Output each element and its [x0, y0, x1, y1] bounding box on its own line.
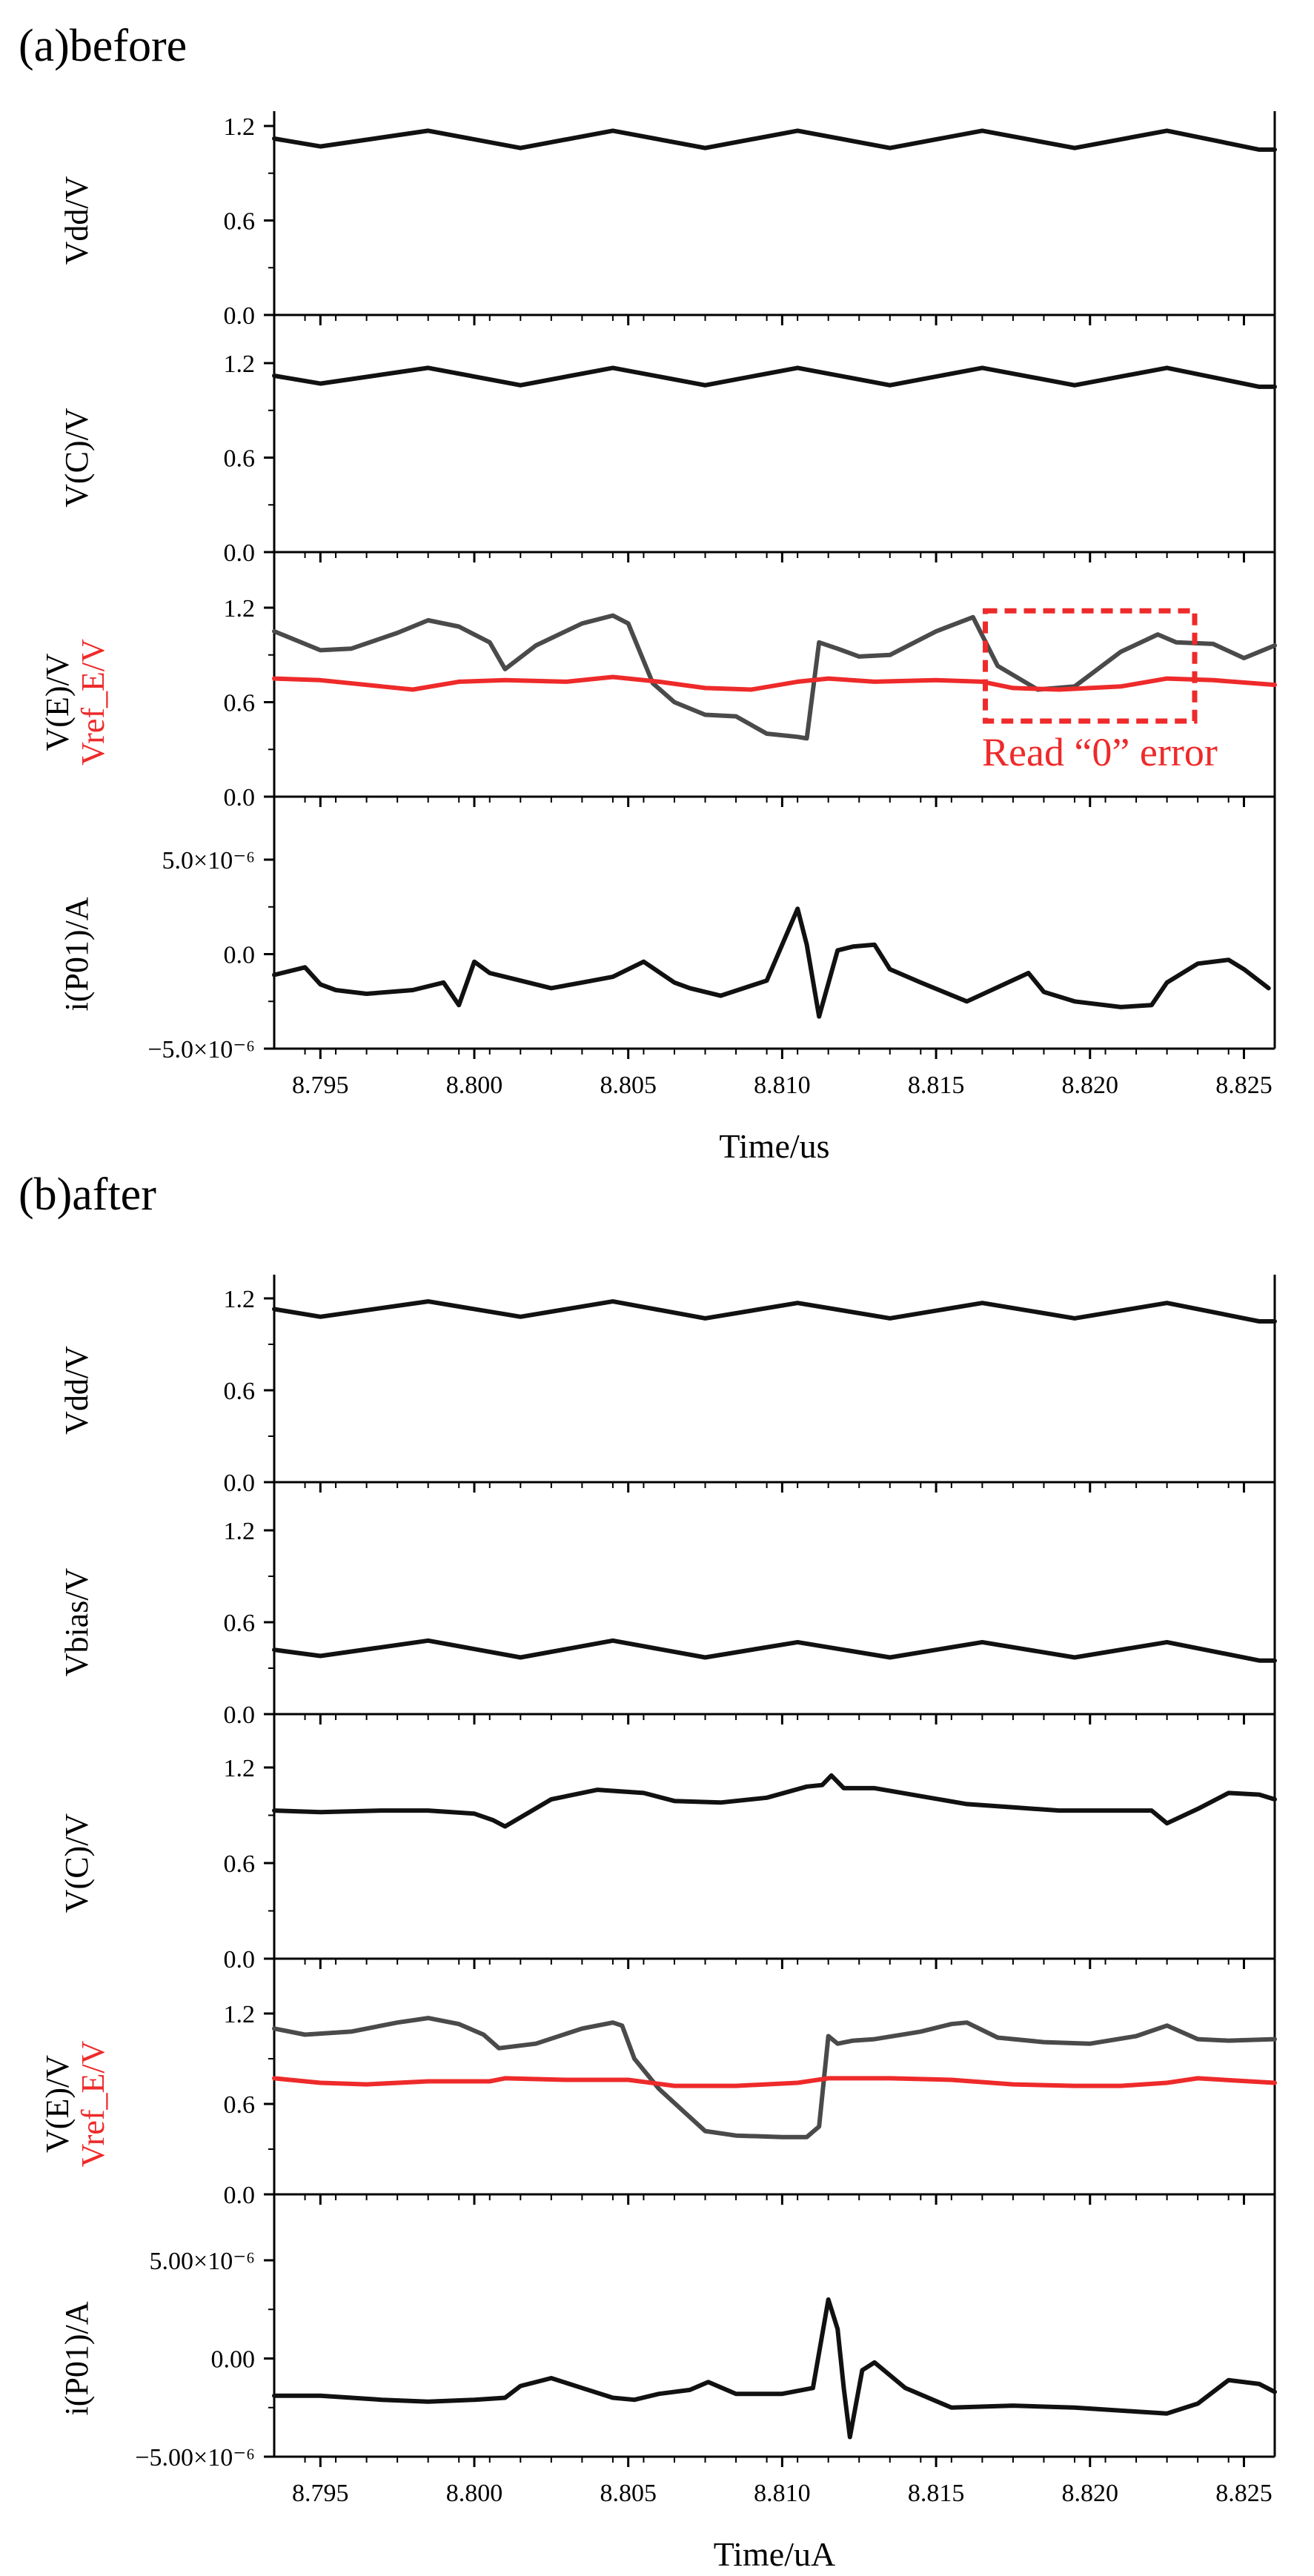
- x-tick-label: 8.805: [600, 1072, 657, 1099]
- y-tick-label: 1.2: [224, 1755, 256, 1782]
- x-tick-label: 8.815: [908, 2480, 965, 2507]
- x-tick-label: 8.820: [1062, 2480, 1119, 2507]
- y-tick-label: 0.0: [224, 1946, 256, 1974]
- series-line-vref-e: [272, 674, 1277, 692]
- subplot-b4: 0.0 0.6 1.2 V(E)/VVref_E/V: [39, 1959, 1277, 2209]
- y-axis-label-line: V(C)/V: [59, 408, 95, 508]
- y-tick-label: 1.2: [224, 595, 256, 623]
- y-axis-label-line: i(P01)/A: [59, 2301, 95, 2415]
- x-tick-label: 8.815: [908, 1072, 965, 1099]
- x-axis-label-b: Time/uA: [714, 2535, 835, 2573]
- y-axis-label: i(P01)/A: [59, 897, 95, 1011]
- y-axis-label-line: Vdd/V: [59, 1346, 95, 1435]
- x-tick-label: 8.800: [446, 1072, 503, 1099]
- y-tick-label: 0.6: [224, 2091, 256, 2119]
- series-line-vdd: [272, 128, 1277, 152]
- panel-b-title: (b)after: [19, 1169, 156, 1220]
- x-tick-label: 8.820: [1062, 1072, 1119, 1099]
- subplot-a4: 5.0×10⁻⁶ 0.0 −5.0×10⁻⁶ i(P01)/A 8.795 8.800 8.…: [59, 797, 1276, 1099]
- y-tick-label: 0.0: [224, 540, 256, 567]
- x-tick-label: 8.810: [754, 2480, 811, 2507]
- plots: 0.0 0.6 1.2 Vdd/V 0.0 0.6 1.2 V(C)/V 0.0 0.6 1.2 V(…: [39, 111, 1277, 2507]
- y-axis-label-line: Vref_E/V: [75, 639, 111, 766]
- y-tick-label: 5.0×10⁻⁶: [162, 847, 255, 874]
- x-tick-label: 8.810: [754, 1072, 811, 1099]
- y-tick-label: 1.2: [224, 351, 256, 378]
- subplot-b5: 5.00×10⁻⁶ 0.00 −5.00×10⁻⁶ i(P01)/A 8.795 8.80…: [59, 2194, 1277, 2507]
- y-axis-label-line: V(E)/V: [39, 2055, 76, 2153]
- subplot-b2: 0.0 0.6 1.2 Vbias/V: [59, 1482, 1277, 1729]
- x-tick-label: 8.800: [446, 2480, 503, 2507]
- series-line-v-c-: [272, 365, 1277, 389]
- subplot-b3: 0.0 0.6 1.2 V(C)/V: [59, 1714, 1277, 1974]
- y-axis-label-line: V(C)/V: [59, 1813, 95, 1913]
- subplot-b1: 0.0 0.6 1.2 Vdd/V: [59, 1275, 1277, 1497]
- x-tick-label: 8.795: [292, 2480, 349, 2507]
- y-axis-label-line: Vref_E/V: [75, 2040, 111, 2167]
- y-tick-label: 0.6: [224, 445, 256, 473]
- x-tick-label: 8.825: [1215, 1072, 1272, 1099]
- series-line-v-c-: [272, 1773, 1277, 1829]
- y-axis-label-line: V(E)/V: [39, 653, 76, 751]
- read-error-annotation-text: Read “0” error: [982, 730, 1218, 774]
- y-axis-label-line: Vbias/V: [59, 1567, 95, 1676]
- y-tick-label: 0.0: [224, 1702, 256, 1729]
- y-axis-label: i(P01)/A: [59, 2301, 95, 2415]
- series-line-vdd: [272, 1299, 1277, 1324]
- y-tick-label: 5.00×10⁻⁶: [150, 2248, 255, 2275]
- series-line-v-e-: [272, 613, 1277, 741]
- read-error-annotation-box: [983, 608, 1198, 724]
- y-tick-label: 0.0: [224, 302, 256, 330]
- x-tick-label: 8.825: [1215, 2480, 1272, 2507]
- series-line-i-p01-: [272, 2297, 1277, 2440]
- series-line-v-e-: [272, 2016, 1277, 2140]
- y-tick-label: 1.2: [224, 113, 256, 141]
- y-tick-label: 0.6: [224, 1378, 256, 1405]
- y-axis-label: V(C)/V: [59, 408, 95, 508]
- y-tick-label: −5.0×10⁻⁶: [147, 1036, 255, 1063]
- panel-a-title: (a)before: [19, 21, 187, 71]
- y-tick-label: 0.0: [224, 1470, 256, 1497]
- y-tick-label: 1.2: [224, 1518, 256, 1545]
- y-axis-label-line: i(P01)/A: [59, 897, 95, 1011]
- x-axis-label-a: Time/us: [719, 1127, 829, 1165]
- series-line-i-p01-: [272, 906, 1271, 1019]
- subplot-a1: 0.0 0.6 1.2 Vdd/V: [59, 111, 1277, 330]
- y-axis-label: V(E)/VVref_E/V: [39, 639, 111, 766]
- y-axis-label: Vdd/V: [59, 176, 95, 265]
- y-tick-label: 0.0: [224, 2182, 256, 2209]
- subplot-a3: 0.0 0.6 1.2 V(E)/VVref_E/V Read “0” error: [39, 552, 1277, 811]
- series-line-vbias: [272, 1638, 1277, 1663]
- y-tick-label: 1.2: [224, 1286, 256, 1313]
- x-tick-label: 8.795: [292, 1072, 349, 1099]
- y-tick-label: 0.6: [224, 1850, 256, 1878]
- x-tick-label: 8.805: [600, 2480, 657, 2507]
- series-line-vref-e: [272, 2076, 1277, 2088]
- y-axis-label: Vbias/V: [59, 1567, 95, 1676]
- subplot-a2: 0.0 0.6 1.2 V(C)/V: [59, 315, 1277, 567]
- y-tick-label: 1.2: [224, 2001, 256, 2028]
- y-tick-label: 0.0: [224, 942, 256, 969]
- y-axis-label: V(E)/VVref_E/V: [39, 2040, 111, 2167]
- y-axis-label-line: Vdd/V: [59, 176, 95, 265]
- y-tick-label: 0.00: [211, 2346, 256, 2374]
- y-tick-label: 0.6: [224, 1610, 256, 1637]
- y-axis-label: Vdd/V: [59, 1346, 95, 1435]
- y-tick-label: −5.00×10⁻⁶: [135, 2444, 255, 2472]
- y-tick-label: 0.6: [224, 690, 256, 717]
- y-tick-label: 0.0: [224, 784, 256, 811]
- y-axis-label: V(C)/V: [59, 1813, 95, 1913]
- y-tick-label: 0.6: [224, 208, 256, 236]
